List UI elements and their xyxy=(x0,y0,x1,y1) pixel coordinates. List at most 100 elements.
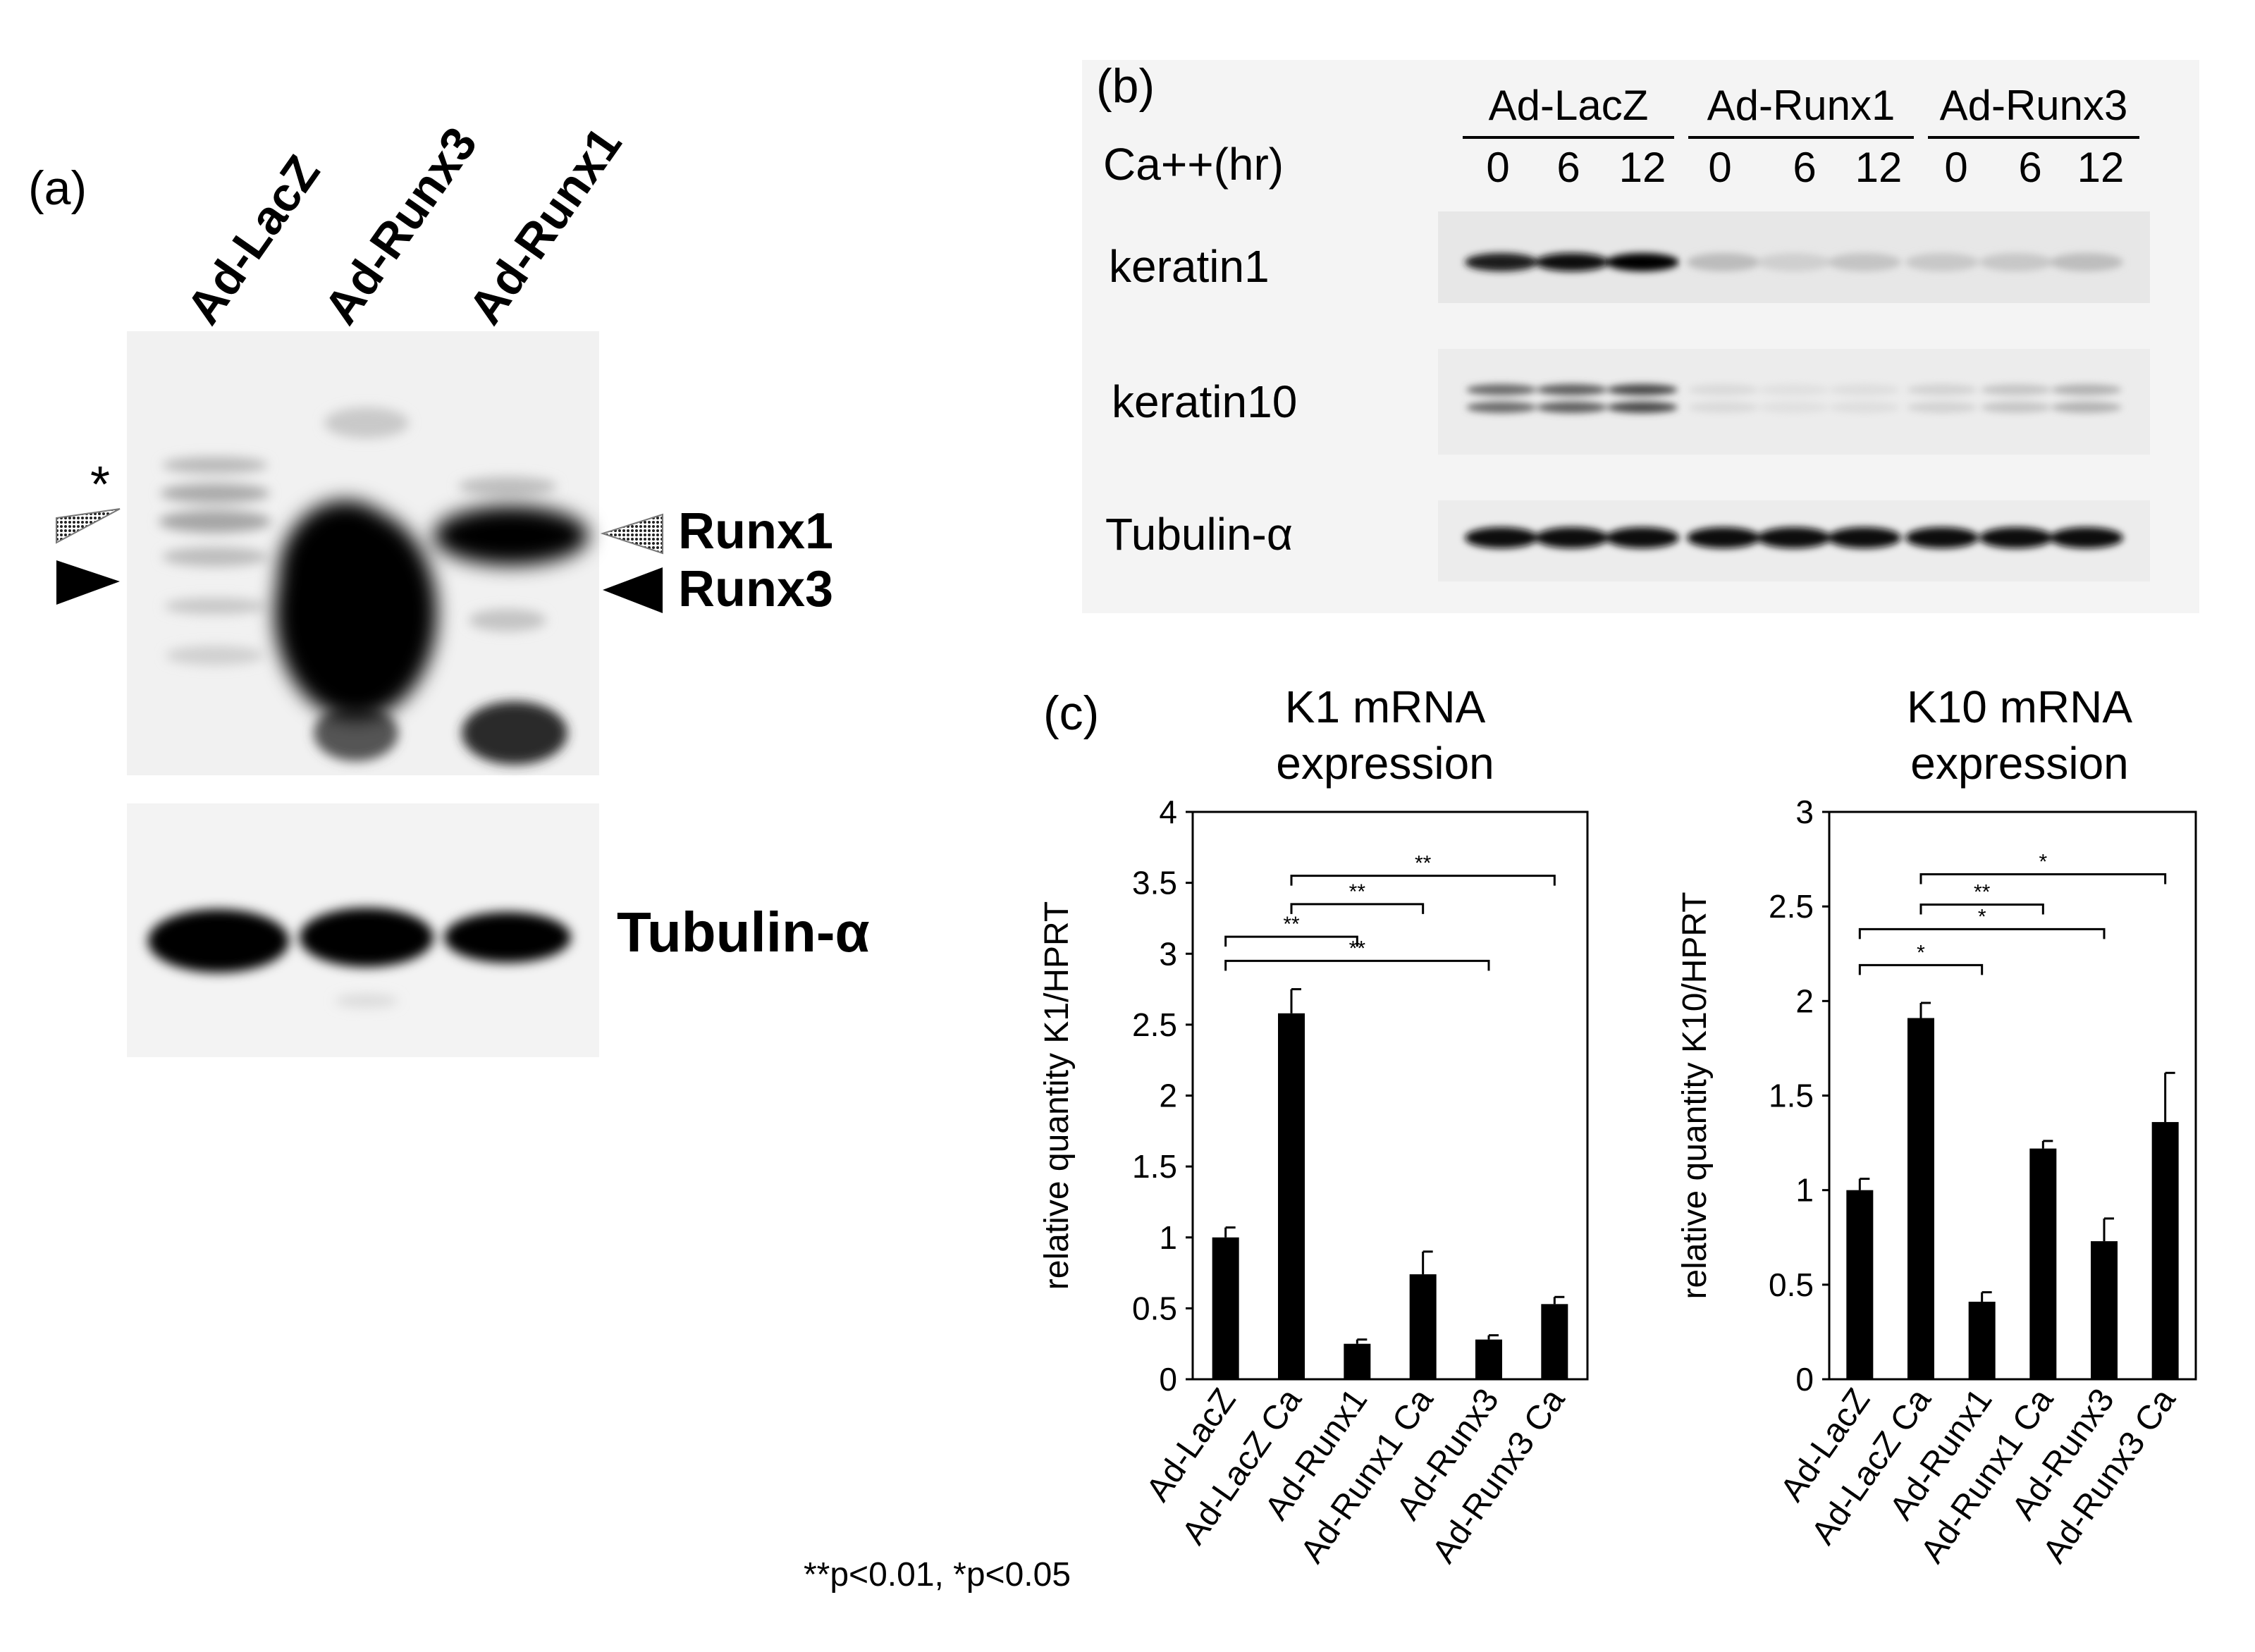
k10-significance-marker: * xyxy=(2039,851,2047,874)
time-point-label: 0 xyxy=(1944,144,1967,191)
band-keratin1 xyxy=(1465,253,1538,271)
k10-y-tick-label: 3 xyxy=(1795,794,1814,830)
group-label-ad-runx3: Ad-Runx3 xyxy=(1940,82,2128,129)
band-keratin10-upper xyxy=(1537,384,1607,395)
row-label-tubulin: Tubulin-α xyxy=(1105,509,1293,560)
k10-title: K10 mRNA xyxy=(1907,682,2132,732)
row-label-keratin1: keratin1 xyxy=(1109,241,1270,292)
time-point-label: 0 xyxy=(1486,144,1509,191)
k1-bar-3 xyxy=(1409,1274,1437,1379)
k10-y-tick-label: 2 xyxy=(1795,982,1814,1019)
panel-c-letter: (c) xyxy=(1043,686,1099,740)
k1-plot-frame xyxy=(1191,810,1589,1381)
k10-bar-1 xyxy=(1907,1018,1934,1379)
k1-significance-marker: ** xyxy=(1349,937,1366,960)
row-label-keratin10: keratin10 xyxy=(1112,376,1297,427)
panel-a: (a) Ad-LacZ Ad-Runx3 Ad-Runx1 xyxy=(28,118,870,1057)
band-tubulin xyxy=(1757,527,1831,548)
blot-runx: * Runx1 Runx3 xyxy=(56,331,833,775)
band-keratin10-lower xyxy=(1829,402,1900,413)
panel-a-letter: (a) xyxy=(28,161,87,215)
k1-bar-2 xyxy=(1344,1343,1371,1379)
arrowhead-runx3-right xyxy=(603,567,663,613)
band-keratin1 xyxy=(2050,253,2123,271)
band-tubulin xyxy=(1979,527,2053,548)
k1-y-tick-label: 3.5 xyxy=(1132,865,1177,901)
k1-y-tick-label: 4 xyxy=(1159,794,1177,830)
k1-y-tick-label: 0 xyxy=(1159,1361,1177,1398)
k10-plot-frame xyxy=(1828,810,2197,1381)
k10-bar-3 xyxy=(2029,1148,2057,1379)
panel-b-letter: (b) xyxy=(1096,59,1155,113)
k10-significance-bracket xyxy=(1919,873,2167,884)
blot-tubulin-a: Tubulin-α xyxy=(127,803,870,1057)
arrowhead-runx1-right xyxy=(600,513,663,555)
k1-y-tick-label: 2.5 xyxy=(1132,1006,1177,1043)
k10-y-tick-label: 2.5 xyxy=(1769,888,1814,925)
band-tubulin xyxy=(1687,527,1760,548)
band-keratin10-lower xyxy=(1607,402,1678,413)
k1-significance-bracket xyxy=(1224,959,1490,971)
band-keratin1 xyxy=(1828,253,1901,271)
k10-y-tick-label: 0.5 xyxy=(1769,1266,1814,1303)
band-keratin10-upper xyxy=(1607,384,1678,395)
k1-title: expression xyxy=(1276,738,1494,789)
k10-significance-bracket xyxy=(1858,963,1984,975)
k1-significance-marker: ** xyxy=(1349,880,1366,904)
k1-y-tick-label: 2 xyxy=(1159,1078,1177,1114)
band-keratin10-lower xyxy=(1907,402,1977,413)
k1-y-tick-label: 0.5 xyxy=(1132,1290,1177,1326)
group-label-ad-runx1: Ad-Runx1 xyxy=(1707,82,1895,129)
loading-label-tubulin: Tubulin-α xyxy=(617,901,870,963)
k1-significance-bracket xyxy=(1290,875,1556,886)
k1-significance-marker: ** xyxy=(1415,852,1432,875)
band-keratin10-lower xyxy=(2051,402,2122,413)
time-point-label: 6 xyxy=(1556,144,1580,191)
asterisk-marker: * xyxy=(90,457,110,513)
k1-bar-5 xyxy=(1541,1304,1568,1379)
band-tubulin xyxy=(2050,527,2123,548)
band-keratin10-upper xyxy=(1981,384,2051,395)
band-tubulin xyxy=(1905,527,1979,548)
k10-significance-bracket xyxy=(1919,903,2044,915)
band-tubulin xyxy=(1535,527,1609,548)
k1-significance-bracket xyxy=(1290,903,1425,914)
band-keratin1 xyxy=(1979,253,2053,271)
panel-b: (b) Ad-LacZ Ad-Runx1 Ad-Runx3 0 6 12 0 6 12 0 6 12… xyxy=(1082,59,2199,613)
band-keratin10-lower xyxy=(1981,402,2051,413)
significance-footnote: **p<0.01, *p<0.05 xyxy=(804,1556,1071,1594)
band-keratin1 xyxy=(1535,253,1609,271)
band-keratin10-lower xyxy=(1759,402,1829,413)
time-point-label: 0 xyxy=(1708,144,1731,191)
k1-significance-bracket xyxy=(1224,935,1358,947)
band-keratin10-lower xyxy=(1537,402,1607,413)
k1-bar-0 xyxy=(1212,1237,1239,1379)
band-label-runx3: Runx3 xyxy=(678,561,833,617)
time-point-label: 6 xyxy=(1793,144,1816,191)
k10-significance-bracket xyxy=(1858,927,2106,939)
band-tubulin xyxy=(1606,527,1679,548)
k10-significance-marker: * xyxy=(1917,941,1925,964)
panel-c: (c) K1 mRNA expression 0 0.5 1 1.5 2 2.5 3 3.5 4 re… xyxy=(804,682,2197,1594)
arrowhead-runx3-left xyxy=(56,560,120,605)
arrowhead-runx1-left xyxy=(56,508,121,544)
k10-bar-0 xyxy=(1846,1190,1874,1379)
band-keratin10-lower xyxy=(1466,402,1537,413)
k1-y-tick-label: 3 xyxy=(1159,935,1177,972)
band-keratin10-lower xyxy=(1688,402,1759,413)
k1-y-tick-label: 1 xyxy=(1159,1219,1177,1256)
k1-y-tick-label: 1.5 xyxy=(1132,1148,1177,1185)
time-point-label: 12 xyxy=(1619,144,1666,191)
band-label-runx1: Runx1 xyxy=(678,503,833,560)
k1-title: K1 mRNA xyxy=(1285,682,1486,732)
chart-k1-mrna: K1 mRNA expression 0 0.5 1 1.5 2 2.5 3 3.5 4 relati… xyxy=(1038,682,1589,1570)
band-keratin10-upper xyxy=(1466,384,1537,395)
time-point-label: 12 xyxy=(2077,144,2125,191)
chart-k10-mrna: K10 mRNA expression 0 0.5 1 1.5 2 2.5 3 relative … xyxy=(1676,682,2197,1570)
k10-y-tick-label: 0 xyxy=(1795,1361,1814,1398)
band-keratin10-upper xyxy=(1907,384,1977,395)
k10-bar-4 xyxy=(2091,1241,2118,1379)
band-keratin1 xyxy=(1687,253,1760,271)
band-tubulin xyxy=(1828,527,1901,548)
